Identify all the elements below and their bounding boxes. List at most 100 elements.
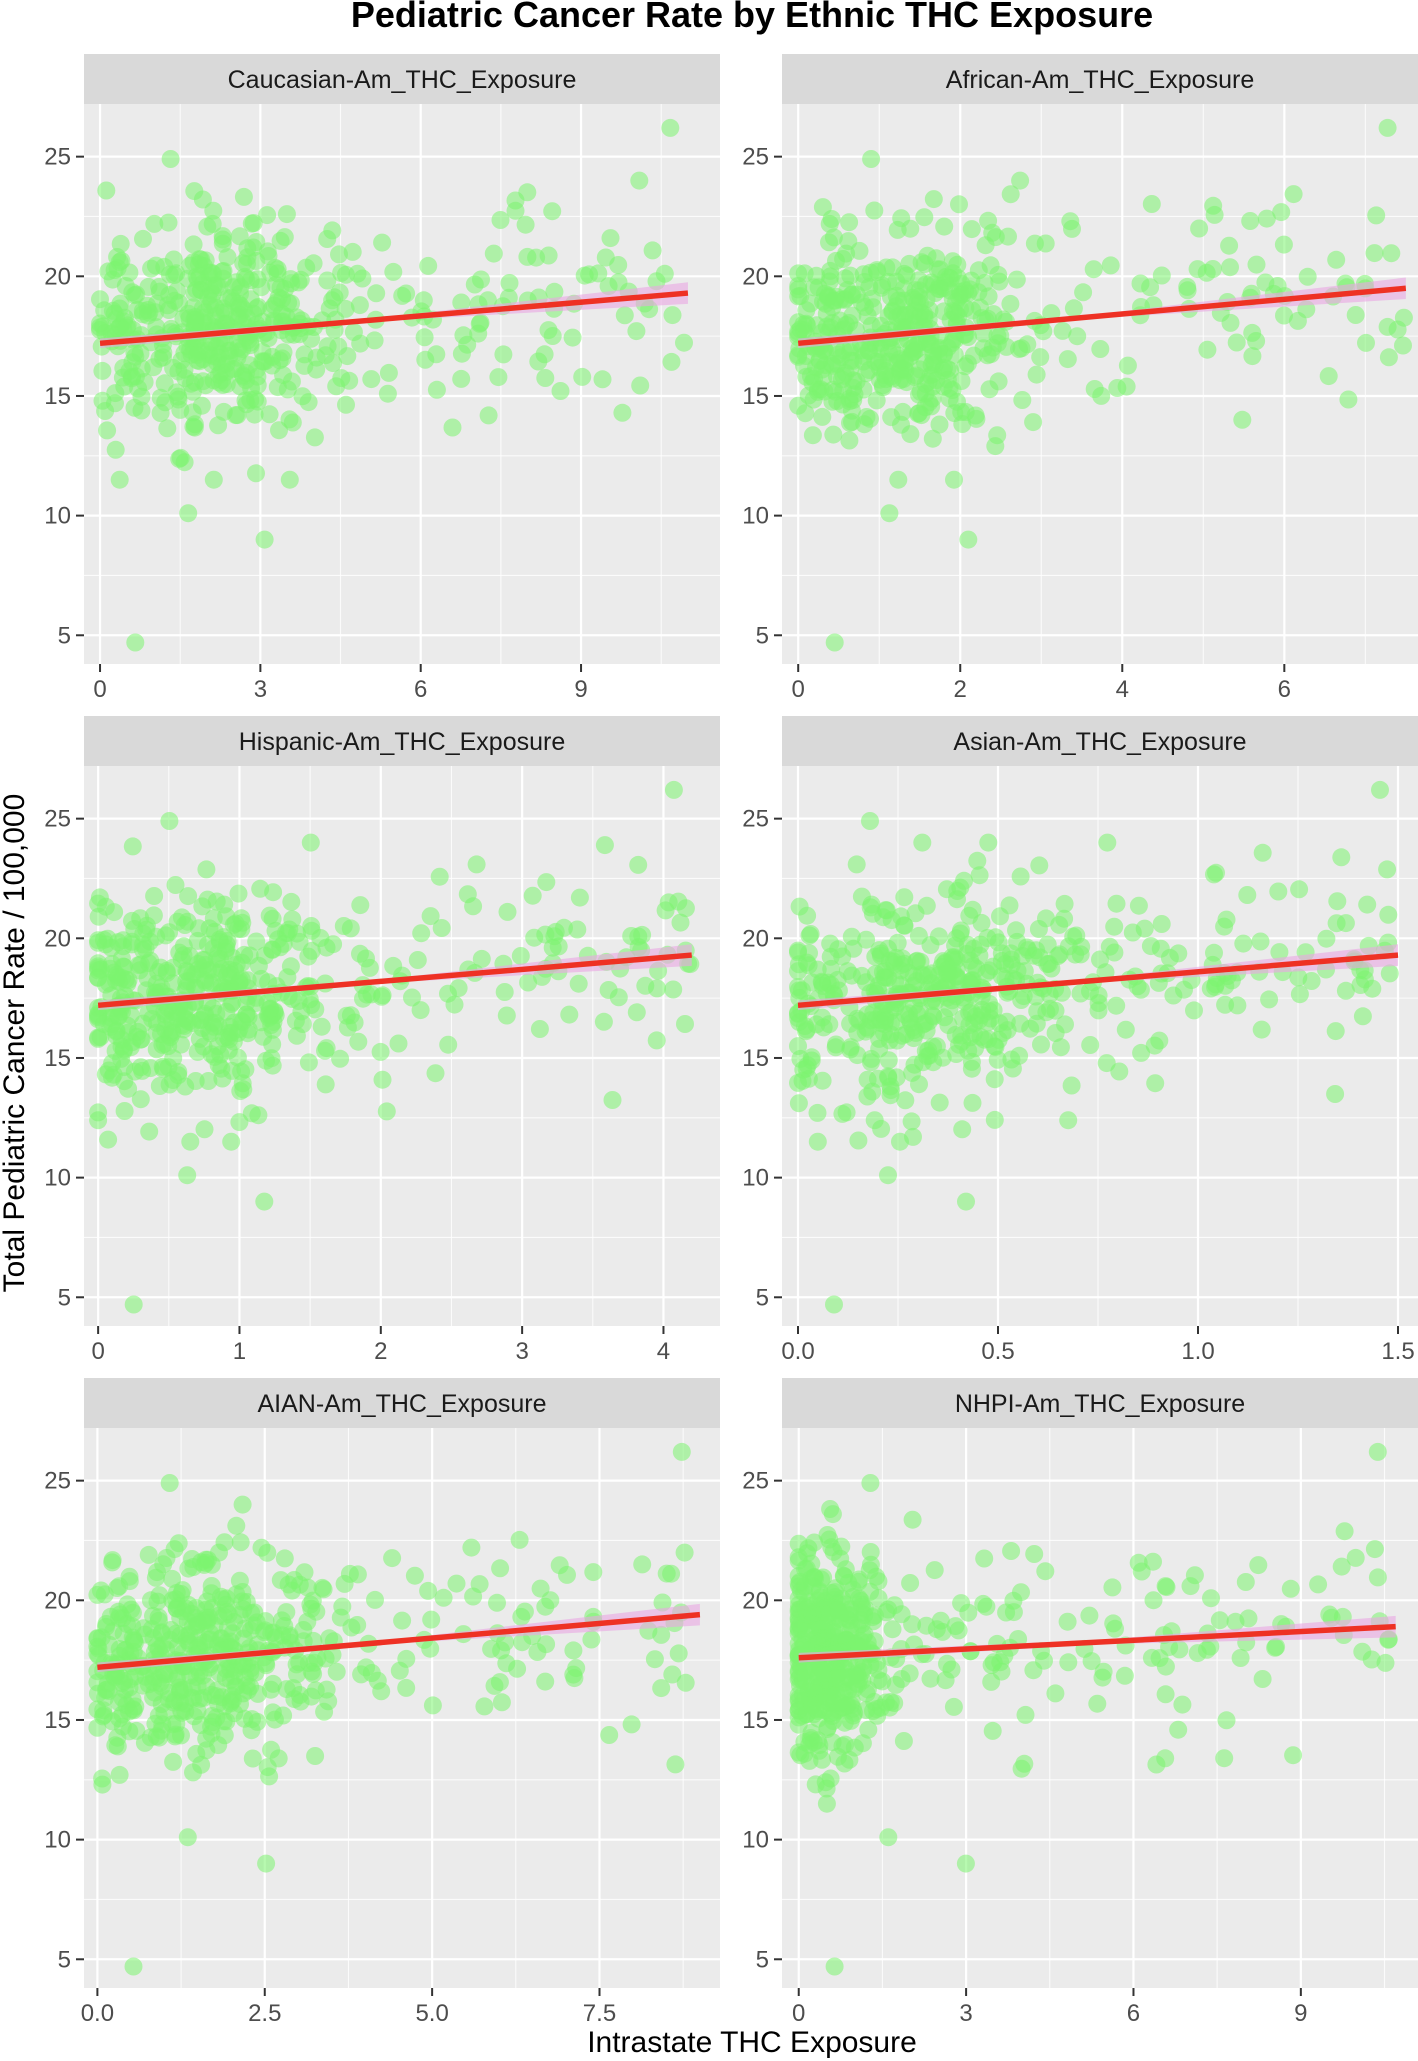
data-point [93,1775,112,1794]
data-point [835,319,854,338]
data-point [256,1654,275,1673]
data-point [1068,327,1087,346]
data-point [1328,892,1347,911]
data-point [983,1721,1002,1740]
data-point [1231,1649,1250,1667]
x-tick-label: 2 [954,676,967,703]
data-point [909,926,928,945]
data-point [790,897,809,916]
data-point [824,425,843,444]
data-point [280,920,299,939]
data-point [403,988,421,1007]
data-point [863,289,881,308]
data-point [470,1575,489,1594]
y-tick-label: 15 [742,383,769,410]
data-point [672,1442,691,1461]
data-point [447,1574,466,1593]
facet-title: Caucasian-Am_THC_Exposure [228,66,577,94]
data-point [923,389,942,408]
facet-title: Asian-Am_THC_Exposure [953,728,1246,756]
facet-strip [782,54,1418,104]
data-point [145,214,164,233]
data-point [247,932,266,951]
data-point [1010,340,1028,359]
data-point [390,1661,409,1680]
data-point [1175,980,1193,999]
data-point [1103,1578,1122,1597]
data-point [178,1166,197,1185]
data-point [197,1729,216,1748]
x-tick-label: 6 [1127,2000,1140,2027]
data-point [892,1670,911,1688]
data-point [1185,1566,1204,1585]
data-point [949,1621,968,1640]
data-point [366,1590,384,1609]
data-point [349,1032,368,1051]
data-point [1055,894,1074,913]
data-point [844,939,863,958]
data-point [1107,894,1126,913]
data-point [609,256,628,274]
data-point [923,1006,942,1025]
data-point [515,1602,534,1621]
data-point [229,919,248,938]
data-point [848,1023,867,1042]
data-point [134,229,152,248]
data-point [105,1666,123,1685]
data-point [1394,336,1412,355]
data-point [1142,195,1161,213]
data-point [478,291,497,310]
data-point [408,951,427,969]
data-point [491,211,510,229]
data-point [1117,377,1136,396]
data-point [306,1000,325,1019]
data-point [232,1011,251,1030]
data-point [539,246,558,265]
data-point [825,1957,844,1976]
data-point [957,945,976,963]
x-tick-label: 0 [93,676,106,703]
data-point [837,1103,856,1122]
data-point [822,1538,841,1557]
data-point [1243,347,1262,366]
data-point [789,1567,808,1585]
data-point [1061,212,1080,231]
data-point [1380,964,1399,983]
data-point [145,887,164,905]
data-point [1326,1022,1345,1041]
data-point [964,346,983,365]
data-point [1198,340,1217,359]
data-point [308,1649,327,1668]
data-point [985,1110,1004,1129]
data-point [157,1549,176,1567]
data-point [929,927,948,946]
data-point [799,1592,818,1611]
data-point [133,301,152,320]
data-point [516,215,535,234]
data-point [497,1006,516,1025]
data-point [265,1710,284,1729]
data-point [1267,1637,1286,1656]
data-point [106,394,124,413]
data-point [338,1018,357,1037]
data-point [244,1616,263,1635]
data-point [925,1561,944,1580]
y-tick-label: 5 [756,1946,769,1973]
data-point [144,1688,163,1707]
data-point [1376,1653,1395,1672]
data-point [1284,185,1303,204]
data-point [629,855,648,874]
data-point [986,437,1005,456]
data-point [224,360,243,379]
data-point [1368,1568,1387,1587]
data-point [563,328,582,347]
data-point [295,1563,314,1582]
data-point [247,464,265,483]
data-point [825,1295,843,1314]
y-tick-label: 25 [742,1468,769,1495]
y-tick-label: 10 [742,1827,769,1854]
data-point [1327,250,1346,269]
data-point [1379,348,1398,367]
data-point [881,1692,900,1711]
x-tick-label: 1.0 [1181,1338,1214,1365]
